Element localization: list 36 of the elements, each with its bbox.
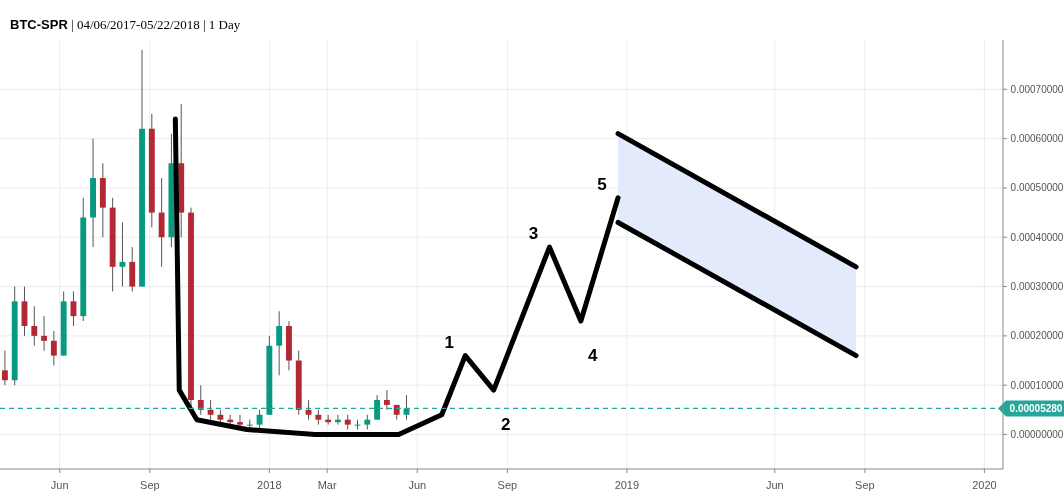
candlestick: [50, 330, 57, 366]
annotation: 5: [597, 174, 607, 194]
y-tick-label: 0.00060000: [1010, 133, 1064, 145]
candlestick: [276, 310, 283, 376]
x-tick-label: Jun: [50, 479, 69, 491]
annotation: 2: [500, 415, 511, 435]
x-tick-label: Jun: [408, 479, 427, 491]
annotation: 1: [444, 332, 454, 352]
candlestick: [31, 305, 38, 347]
candlestick: [374, 394, 381, 421]
y-tick-label: 0.00020000: [1010, 330, 1064, 342]
candlestick: [383, 389, 390, 411]
y-tick-label: 0.00050000: [1010, 182, 1064, 194]
y-tick-label: 0.00010000: [1010, 379, 1064, 391]
x-tick-label: 2020: [972, 479, 997, 491]
x-tick-label: Jun: [765, 479, 784, 491]
y-tick-label: 0.00000000: [1010, 428, 1064, 440]
candlestick: [1, 350, 8, 386]
ref-line-label: 0.00005280: [1009, 403, 1063, 415]
y-tick-label: 0.00070000: [1010, 83, 1064, 95]
chart-title: BTC-SPR | 04/06/2017-05/22/2018 | 1 Day: [10, 17, 241, 32]
x-tick-label: Mar: [317, 479, 337, 491]
x-tick-label: Sep: [497, 479, 518, 491]
candlestick: [207, 399, 214, 421]
candlestick: [197, 384, 204, 416]
candlestick: [119, 221, 126, 288]
candlestick: [256, 409, 263, 431]
x-tick-label: Sep: [855, 479, 875, 491]
x-tick-label: Sep: [140, 479, 160, 491]
annotation: 3: [528, 224, 539, 244]
y-tick-label: 0.00040000: [1010, 231, 1064, 243]
annotation: 4: [588, 346, 599, 366]
x-tick-label: 2019: [614, 479, 640, 491]
x-tick-label: 2018: [257, 479, 282, 491]
candlestick: [41, 315, 48, 352]
y-tick-label: 0.00030000: [1010, 281, 1064, 293]
